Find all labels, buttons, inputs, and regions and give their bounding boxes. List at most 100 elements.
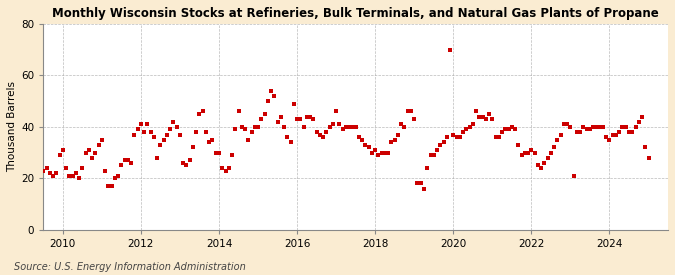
- Point: [321, 130, 332, 134]
- Point: [367, 150, 377, 155]
- Point: [425, 153, 436, 157]
- Point: [542, 156, 553, 160]
- Point: [308, 117, 319, 121]
- Point: [86, 156, 97, 160]
- Point: [217, 166, 227, 170]
- Point: [171, 125, 182, 129]
- Point: [34, 179, 45, 183]
- Point: [142, 122, 153, 127]
- Point: [266, 89, 277, 93]
- Point: [230, 127, 241, 132]
- Point: [338, 127, 348, 132]
- Point: [438, 140, 449, 144]
- Point: [386, 140, 397, 144]
- Point: [327, 122, 338, 127]
- Point: [539, 161, 549, 165]
- Point: [233, 109, 244, 114]
- Point: [370, 148, 381, 152]
- Point: [295, 117, 306, 121]
- Point: [318, 135, 329, 139]
- Point: [25, 150, 36, 155]
- Point: [558, 122, 569, 127]
- Point: [168, 119, 179, 124]
- Point: [393, 132, 404, 137]
- Point: [363, 145, 374, 150]
- Point: [145, 130, 156, 134]
- Point: [298, 125, 309, 129]
- Point: [227, 153, 238, 157]
- Point: [614, 130, 624, 134]
- Point: [510, 127, 520, 132]
- Point: [611, 132, 622, 137]
- Point: [70, 171, 81, 175]
- Point: [640, 145, 651, 150]
- Point: [259, 112, 270, 116]
- Point: [435, 143, 446, 147]
- Point: [350, 125, 361, 129]
- Point: [165, 127, 176, 132]
- Point: [500, 127, 511, 132]
- Point: [412, 181, 423, 186]
- Y-axis label: Thousand Barrels: Thousand Barrels: [7, 81, 17, 172]
- Point: [48, 174, 59, 178]
- Point: [285, 140, 296, 144]
- Point: [74, 176, 84, 180]
- Point: [383, 150, 394, 155]
- Point: [545, 150, 556, 155]
- Point: [516, 153, 527, 157]
- Point: [103, 184, 114, 188]
- Point: [594, 125, 605, 129]
- Point: [57, 148, 68, 152]
- Point: [575, 130, 586, 134]
- Point: [633, 119, 644, 124]
- Point: [506, 125, 517, 129]
- Point: [252, 125, 263, 129]
- Point: [161, 132, 172, 137]
- Point: [331, 109, 342, 114]
- Point: [139, 130, 150, 134]
- Title: Monthly Wisconsin Stocks at Refineries, Bulk Terminals, and Natural Gas Plants o: Monthly Wisconsin Stocks at Refineries, …: [52, 7, 659, 20]
- Point: [191, 130, 202, 134]
- Point: [93, 143, 104, 147]
- Point: [175, 132, 186, 137]
- Point: [67, 174, 78, 178]
- Point: [490, 135, 501, 139]
- Point: [272, 119, 283, 124]
- Point: [493, 135, 504, 139]
- Point: [28, 186, 39, 191]
- Point: [620, 125, 631, 129]
- Point: [90, 150, 101, 155]
- Point: [38, 168, 49, 173]
- Point: [556, 132, 566, 137]
- Point: [106, 184, 117, 188]
- Point: [344, 125, 354, 129]
- Point: [136, 122, 146, 127]
- Point: [354, 135, 364, 139]
- Point: [275, 114, 286, 119]
- Point: [474, 114, 485, 119]
- Point: [197, 109, 208, 114]
- Point: [630, 125, 641, 129]
- Point: [585, 127, 595, 132]
- Point: [41, 166, 52, 170]
- Point: [211, 150, 221, 155]
- Point: [302, 114, 313, 119]
- Point: [282, 135, 293, 139]
- Point: [591, 125, 602, 129]
- Point: [624, 130, 634, 134]
- Point: [406, 109, 416, 114]
- Point: [77, 166, 88, 170]
- Point: [292, 117, 302, 121]
- Point: [263, 99, 273, 103]
- Point: [581, 127, 592, 132]
- Point: [347, 125, 358, 129]
- Point: [461, 127, 472, 132]
- Point: [360, 143, 371, 147]
- Point: [204, 140, 215, 144]
- Point: [396, 122, 406, 127]
- Point: [520, 150, 531, 155]
- Point: [454, 135, 465, 139]
- Point: [409, 117, 420, 121]
- Point: [223, 166, 234, 170]
- Point: [568, 174, 579, 178]
